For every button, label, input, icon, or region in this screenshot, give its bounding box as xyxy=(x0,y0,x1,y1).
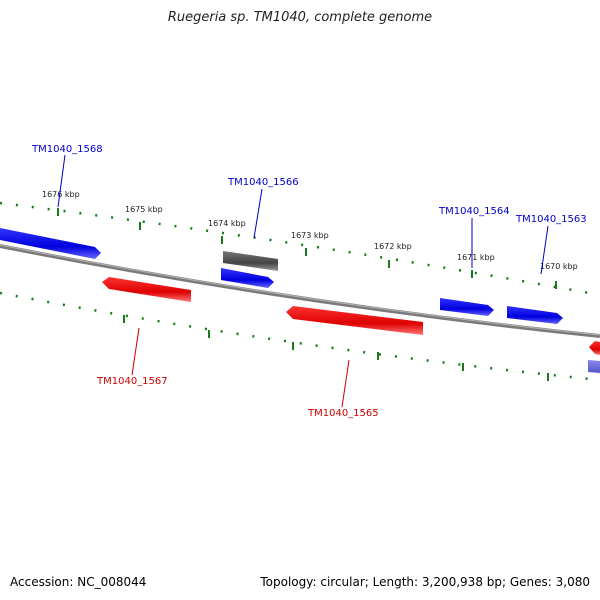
gene-label-1564[interactable]: TM1040_1564 xyxy=(438,206,510,217)
kbp-label: 1671 kbp xyxy=(457,253,495,262)
gene-label-1567[interactable]: TM1040_1567 xyxy=(96,376,168,387)
topology-text: Topology: circular; Length: 3,200,938 bp… xyxy=(260,575,590,589)
leader-1568 xyxy=(57,154,66,208)
kbp-label: 1675 kbp xyxy=(125,205,163,214)
leader-1563 xyxy=(540,225,549,275)
feature-edge-purple[interactable] xyxy=(588,360,600,373)
kbp-label: 1670 kbp xyxy=(540,262,578,271)
genome-backbone xyxy=(0,244,600,338)
gene-arrow-1566-plus[interactable] xyxy=(221,268,274,288)
genome-backbone-highlight xyxy=(0,244,600,336)
gene-arrow-1564[interactable] xyxy=(440,298,494,316)
gene-label-1565[interactable]: TM1040_1565 xyxy=(307,408,379,419)
gene-label-1568[interactable]: TM1040_1568 xyxy=(31,144,103,155)
gene-arrow-1568[interactable] xyxy=(0,228,101,259)
kbp-label: 1674 kbp xyxy=(208,219,246,228)
gene-label-1563[interactable]: TM1040_1563 xyxy=(515,214,587,225)
inner-tick-ring xyxy=(0,291,600,382)
label-leaders xyxy=(57,154,549,408)
inner-major-ticks xyxy=(123,315,549,381)
gene-arrow-edge-red[interactable] xyxy=(589,341,600,355)
leader-1566 xyxy=(253,188,263,239)
outer-major-ticks xyxy=(57,208,557,289)
kbp-label: 1672 kbp xyxy=(374,242,412,251)
leader-1567 xyxy=(131,327,140,376)
feature-gray[interactable] xyxy=(223,251,278,271)
gene-label-1566[interactable]: TM1040_1566 xyxy=(227,177,299,188)
accession-text: Accession: NC_008044 xyxy=(10,575,147,589)
map-title: Ruegeria sp. TM1040, complete genome xyxy=(167,10,433,25)
gene-arrow-1567[interactable] xyxy=(102,277,191,302)
kbp-label: 1676 kbp xyxy=(42,190,80,199)
gene-arrow-1563[interactable] xyxy=(507,306,563,324)
gene-arrow-1565[interactable] xyxy=(286,306,423,335)
kbp-label: 1673 kbp xyxy=(291,231,329,240)
leader-1565 xyxy=(341,359,350,408)
